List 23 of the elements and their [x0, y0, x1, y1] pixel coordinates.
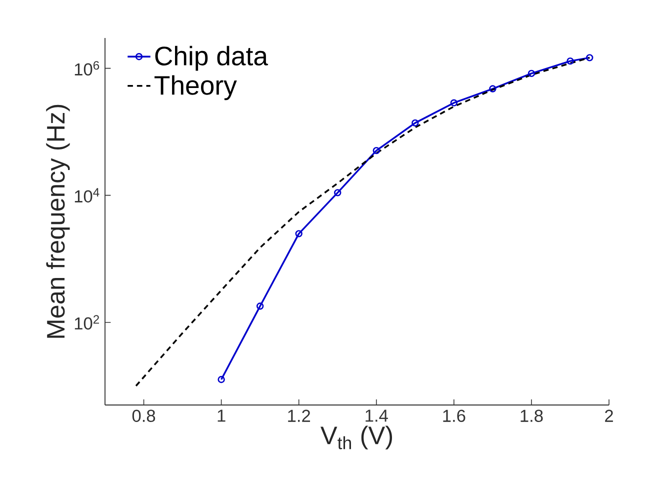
- point: [450, 99, 458, 106]
- y-tick-label: 10$^{2}$: [74, 315, 100, 330]
- x-tick-label: 2: [605, 410, 613, 422]
- x-tick-label: 0.8: [132, 410, 156, 422]
- point: [256, 302, 264, 310]
- y-tick-label: 10$^{6}$: [74, 61, 100, 76]
- x-tick-label: 1.8: [520, 410, 543, 422]
- x-tick-label: 1: [218, 410, 226, 422]
- point: [412, 119, 419, 127]
- point: [528, 70, 536, 78]
- point: [295, 230, 302, 238]
- y-axis-title: Mean frequency (Hz): [46, 104, 70, 338]
- point: [566, 57, 574, 65]
- x-tick-label: 1.4: [366, 410, 388, 422]
- x-tick-label: 1.6: [443, 410, 466, 422]
- legend-label: Theory: [154, 75, 237, 100]
- x-axis-title: V$_{th}$ (V): [320, 426, 392, 450]
- point: [489, 85, 496, 92]
- y-tick-label: 10$^{4}$: [74, 188, 100, 202]
- point: [372, 146, 380, 154]
- legend-label: Chip data: [155, 46, 268, 71]
- x-tick-label: 1.2: [288, 410, 310, 422]
- point: [334, 189, 342, 196]
